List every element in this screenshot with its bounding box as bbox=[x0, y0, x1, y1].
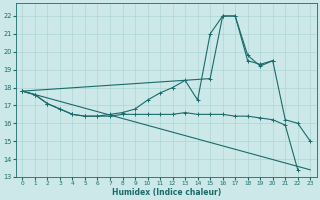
X-axis label: Humidex (Indice chaleur): Humidex (Indice chaleur) bbox=[112, 188, 221, 197]
